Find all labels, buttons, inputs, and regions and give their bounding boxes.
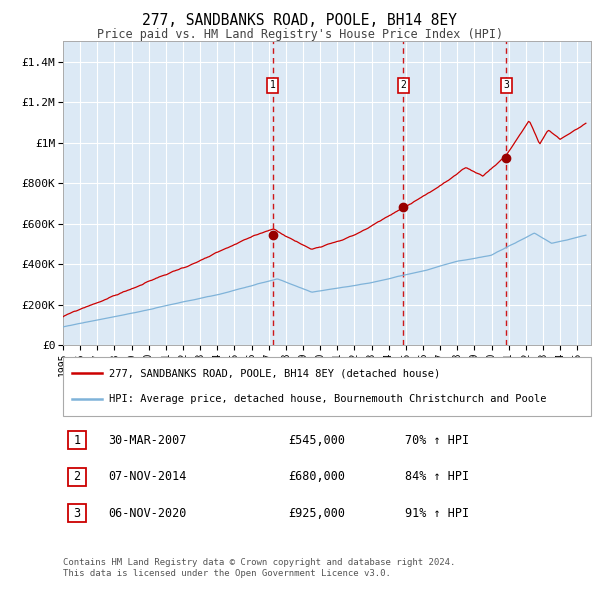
Text: 70% ↑ HPI: 70% ↑ HPI (405, 434, 469, 447)
Text: 277, SANDBANKS ROAD, POOLE, BH14 8EY: 277, SANDBANKS ROAD, POOLE, BH14 8EY (143, 13, 458, 28)
Text: 07-NOV-2014: 07-NOV-2014 (108, 470, 187, 483)
Text: 06-NOV-2020: 06-NOV-2020 (108, 507, 187, 520)
Text: 3: 3 (503, 80, 509, 90)
Text: 30-MAR-2007: 30-MAR-2007 (108, 434, 187, 447)
Text: 2: 2 (73, 470, 80, 483)
Text: Contains HM Land Registry data © Crown copyright and database right 2024.
This d: Contains HM Land Registry data © Crown c… (63, 558, 455, 578)
Text: 1: 1 (73, 434, 80, 447)
Text: £680,000: £680,000 (288, 470, 345, 483)
Text: 3: 3 (73, 507, 80, 520)
Text: 84% ↑ HPI: 84% ↑ HPI (405, 470, 469, 483)
Text: £925,000: £925,000 (288, 507, 345, 520)
Text: 91% ↑ HPI: 91% ↑ HPI (405, 507, 469, 520)
Text: £545,000: £545,000 (288, 434, 345, 447)
Text: 2: 2 (400, 80, 406, 90)
Text: HPI: Average price, detached house, Bournemouth Christchurch and Poole: HPI: Average price, detached house, Bour… (109, 395, 547, 404)
Text: Price paid vs. HM Land Registry's House Price Index (HPI): Price paid vs. HM Land Registry's House … (97, 28, 503, 41)
Text: 1: 1 (270, 80, 276, 90)
Text: 277, SANDBANKS ROAD, POOLE, BH14 8EY (detached house): 277, SANDBANKS ROAD, POOLE, BH14 8EY (de… (109, 369, 440, 378)
